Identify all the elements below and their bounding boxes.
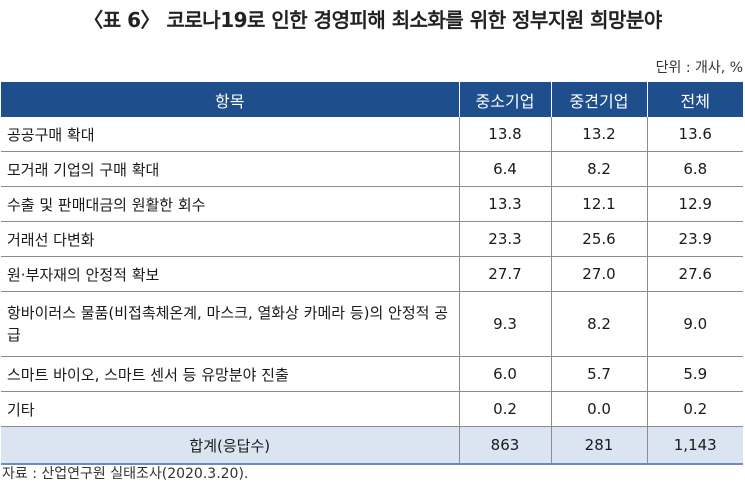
table-row: 기타 0.2 0.0 0.2 xyxy=(1,391,743,427)
table-row: 수출 및 판매대금의 원활한 회수 13.3 12.1 12.9 xyxy=(1,186,743,222)
unit-label: 단위 : 개사, % xyxy=(655,60,743,76)
total-row: 합계(응답수) 863 281 1,143 xyxy=(1,426,743,465)
row-sme: 13.3 xyxy=(458,186,551,222)
row-total: 9.0 xyxy=(646,291,743,357)
row-item: 원·부자재의 안정적 확보 xyxy=(1,256,459,292)
row-mid: 8.2 xyxy=(550,291,647,357)
row-item: 기타 xyxy=(1,391,459,427)
total-sme: 863 xyxy=(458,426,551,465)
row-mid: 13.2 xyxy=(550,117,647,152)
row-sme: 23.3 xyxy=(458,221,551,257)
row-sme: 9.3 xyxy=(458,291,551,357)
row-mid: 25.6 xyxy=(550,221,647,257)
header-total: 전체 xyxy=(646,82,743,117)
row-total: 5.9 xyxy=(646,356,743,392)
table-row: 거래선 다변화 23.3 25.6 23.9 xyxy=(1,221,743,257)
row-item: 공공구매 확대 xyxy=(1,117,459,152)
row-total: 27.6 xyxy=(646,256,743,292)
row-total: 12.9 xyxy=(646,186,743,222)
row-sme: 6.4 xyxy=(458,151,551,187)
row-item: 모거래 기업의 구매 확대 xyxy=(1,151,459,187)
row-total: 23.9 xyxy=(646,221,743,257)
table-row: 항바이러스 물품(비접촉체온계, 마스크, 열화상 카메라 등)의 안정적 공급… xyxy=(1,291,743,357)
row-item: 수출 및 판매대금의 원활한 회수 xyxy=(1,186,459,222)
total-all: 1,143 xyxy=(646,426,743,465)
row-total: 6.8 xyxy=(646,151,743,187)
row-total: 0.2 xyxy=(646,391,743,427)
header-mid: 중견기업 xyxy=(550,82,647,117)
row-item: 스마트 바이오, 스마트 센서 등 유망분야 진출 xyxy=(1,356,459,392)
data-table: 항목 중소기업 중견기업 전체 공공구매 확대 13.8 13.2 13.6 모… xyxy=(1,82,743,465)
row-sme: 0.2 xyxy=(458,391,551,427)
row-sme: 6.0 xyxy=(458,356,551,392)
row-mid: 0.0 xyxy=(550,391,647,427)
table-row: 공공구매 확대 13.8 13.2 13.6 xyxy=(1,117,743,152)
row-item: 거래선 다변화 xyxy=(1,221,459,257)
source-note: 자료 : 산업연구원 실태조사(2020.3.20). xyxy=(2,466,249,482)
header-row: 항목 중소기업 중견기업 전체 xyxy=(1,82,743,117)
table-title: 〈표 6〉 코로나19로 인한 경영피해 최소화를 위한 정부지원 희망분야 xyxy=(83,8,662,32)
row-item: 항바이러스 물품(비접촉체온계, 마스크, 열화상 카메라 등)의 안정적 공급 xyxy=(1,291,459,357)
table-row: 스마트 바이오, 스마트 센서 등 유망분야 진출 6.0 5.7 5.9 xyxy=(1,356,743,392)
header-item: 항목 xyxy=(1,82,459,117)
header-sme: 중소기업 xyxy=(458,82,551,117)
table-row: 모거래 기업의 구매 확대 6.4 8.2 6.8 xyxy=(1,151,743,187)
row-mid: 5.7 xyxy=(550,356,647,392)
total-mid: 281 xyxy=(550,426,647,465)
table-row: 원·부자재의 안정적 확보 27.7 27.0 27.6 xyxy=(1,256,743,292)
row-total: 13.6 xyxy=(646,117,743,152)
row-mid: 12.1 xyxy=(550,186,647,222)
row-mid: 8.2 xyxy=(550,151,647,187)
row-sme: 27.7 xyxy=(458,256,551,292)
row-sme: 13.8 xyxy=(458,117,551,152)
total-label: 합계(응답수) xyxy=(1,426,459,465)
row-mid: 27.0 xyxy=(550,256,647,292)
